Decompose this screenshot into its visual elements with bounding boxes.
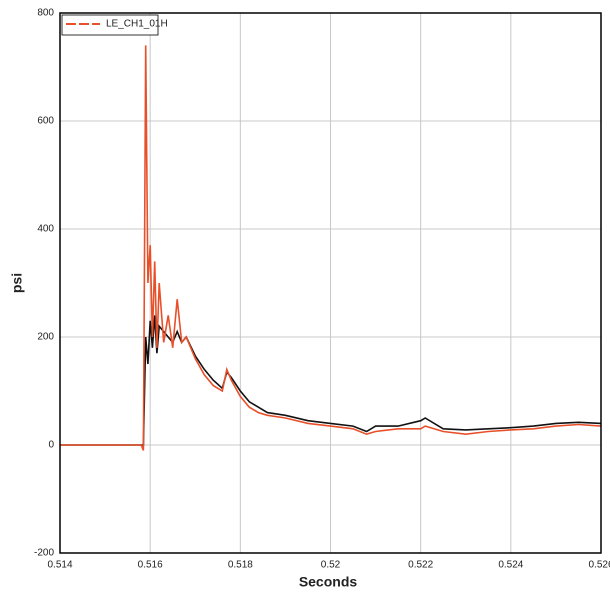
- y-tick-label: 800: [37, 8, 54, 19]
- y-tick-label: 200: [37, 332, 54, 343]
- y-tick-label: -200: [34, 548, 54, 559]
- x-tick-label: 0.524: [498, 560, 523, 571]
- legend-box: [61, 14, 159, 36]
- x-tick-label: 0.514: [47, 560, 72, 571]
- legend-label: LE_CH1_01H: [106, 19, 168, 30]
- series-line: [60, 45, 602, 451]
- x-tick-label: 0.526: [588, 560, 610, 571]
- x-tick-label: 0.522: [408, 560, 433, 571]
- y-axis-title: psi: [9, 273, 25, 293]
- x-tick-label: 0.518: [228, 560, 253, 571]
- y-tick-label: 600: [37, 116, 54, 127]
- x-axis-title: Seconds: [299, 574, 358, 590]
- y-tick-label: 0: [48, 440, 54, 451]
- x-tick-label: 0.52: [321, 560, 341, 571]
- x-tick-label: 0.516: [138, 560, 163, 571]
- y-tick-label: 400: [37, 224, 54, 235]
- plot-frame: [59, 12, 602, 554]
